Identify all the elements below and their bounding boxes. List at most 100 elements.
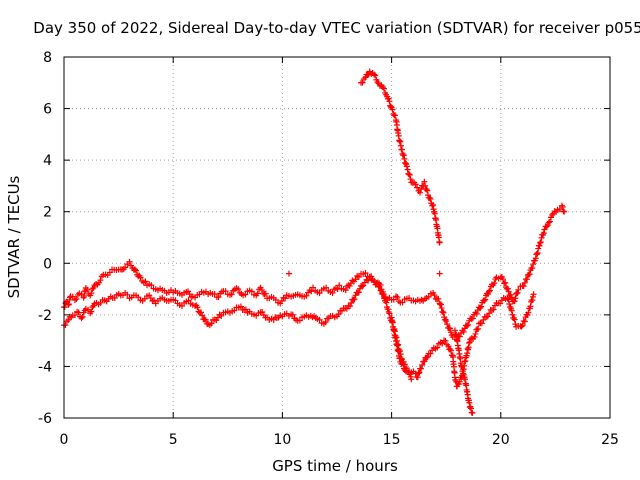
data-point <box>448 347 455 354</box>
y-axis-label: SDTVAR / TECUs <box>5 175 23 298</box>
data-point <box>254 290 261 297</box>
data-point <box>347 303 354 310</box>
data-point <box>90 284 97 291</box>
data-point <box>471 333 478 340</box>
data-point <box>537 239 544 246</box>
data-point <box>423 354 430 361</box>
data-point <box>235 286 242 293</box>
data-point <box>208 320 215 327</box>
data-point <box>549 211 556 218</box>
data-point <box>400 361 407 368</box>
data-point <box>429 202 436 209</box>
x-tick-label: 10 <box>273 432 291 448</box>
data-point <box>335 311 342 318</box>
data-point <box>414 184 421 191</box>
data-point <box>348 300 355 307</box>
data-point <box>526 271 533 278</box>
data-point <box>360 282 367 289</box>
data-point <box>390 296 397 303</box>
data-point <box>456 378 463 385</box>
data-point <box>392 112 399 119</box>
data-point <box>172 297 179 304</box>
data-point <box>478 320 485 327</box>
data-point <box>111 295 118 302</box>
data-point <box>491 280 498 287</box>
data-point <box>401 155 408 162</box>
data-point <box>362 269 369 276</box>
data-point <box>242 306 249 313</box>
x-tick-label: 5 <box>169 432 178 448</box>
data-point <box>365 277 372 284</box>
series-dip-15-16h <box>388 314 415 383</box>
data-point <box>137 274 144 281</box>
data-point <box>88 290 95 297</box>
data-point <box>403 163 410 170</box>
data-point <box>442 337 449 344</box>
data-point <box>481 297 488 304</box>
data-point <box>374 79 381 86</box>
data-point <box>508 307 515 314</box>
data-point <box>511 298 518 305</box>
data-point <box>469 409 476 416</box>
data-point <box>463 322 470 329</box>
data-point <box>385 306 392 313</box>
data-point <box>530 291 537 298</box>
data-point <box>106 269 113 276</box>
data-point <box>431 292 438 299</box>
data-point <box>436 239 443 246</box>
data-point <box>519 322 526 329</box>
data-point <box>408 376 415 383</box>
data-point <box>527 303 534 310</box>
data-point <box>346 282 353 289</box>
data-point <box>386 98 393 105</box>
data-point <box>435 295 442 302</box>
data-point <box>65 316 72 323</box>
data-point <box>427 350 434 357</box>
data-point <box>202 316 209 323</box>
data-point <box>386 310 393 317</box>
data-point <box>329 289 336 296</box>
data-point <box>480 316 487 323</box>
data-point <box>518 323 525 330</box>
y-tick-label: 2 <box>43 205 52 221</box>
data-point <box>262 290 269 297</box>
data-point <box>394 294 401 301</box>
data-point <box>211 290 218 297</box>
data-point <box>444 321 451 328</box>
data-point <box>502 279 509 286</box>
data-point <box>122 264 129 271</box>
data-point <box>484 313 491 320</box>
data-point <box>285 270 292 277</box>
data-point <box>69 293 76 300</box>
data-point <box>426 194 433 201</box>
data-point <box>185 297 192 304</box>
data-point <box>475 325 482 332</box>
data-point <box>406 171 413 178</box>
data-point <box>509 311 516 318</box>
data-point <box>377 281 384 288</box>
data-point <box>215 294 222 301</box>
data-point <box>425 293 432 300</box>
data-point <box>439 340 446 347</box>
data-point <box>248 288 255 295</box>
data-point <box>124 291 131 298</box>
x-tick-label: 25 <box>601 432 619 448</box>
data-point <box>194 304 201 311</box>
data-point <box>490 306 497 313</box>
data-point <box>258 286 265 293</box>
data-point <box>289 311 296 318</box>
data-point <box>412 181 419 188</box>
data-point <box>418 365 425 372</box>
data-point <box>427 195 434 202</box>
y-tick-label: -6 <box>38 411 52 427</box>
data-point <box>214 314 221 321</box>
data-point <box>439 308 446 315</box>
data-point <box>282 295 289 302</box>
data-point <box>296 317 303 324</box>
data-point <box>79 313 86 320</box>
data-point <box>85 306 92 313</box>
data-point <box>178 303 185 310</box>
data-point <box>533 251 540 258</box>
data-point <box>199 312 206 319</box>
data-point <box>402 368 409 375</box>
